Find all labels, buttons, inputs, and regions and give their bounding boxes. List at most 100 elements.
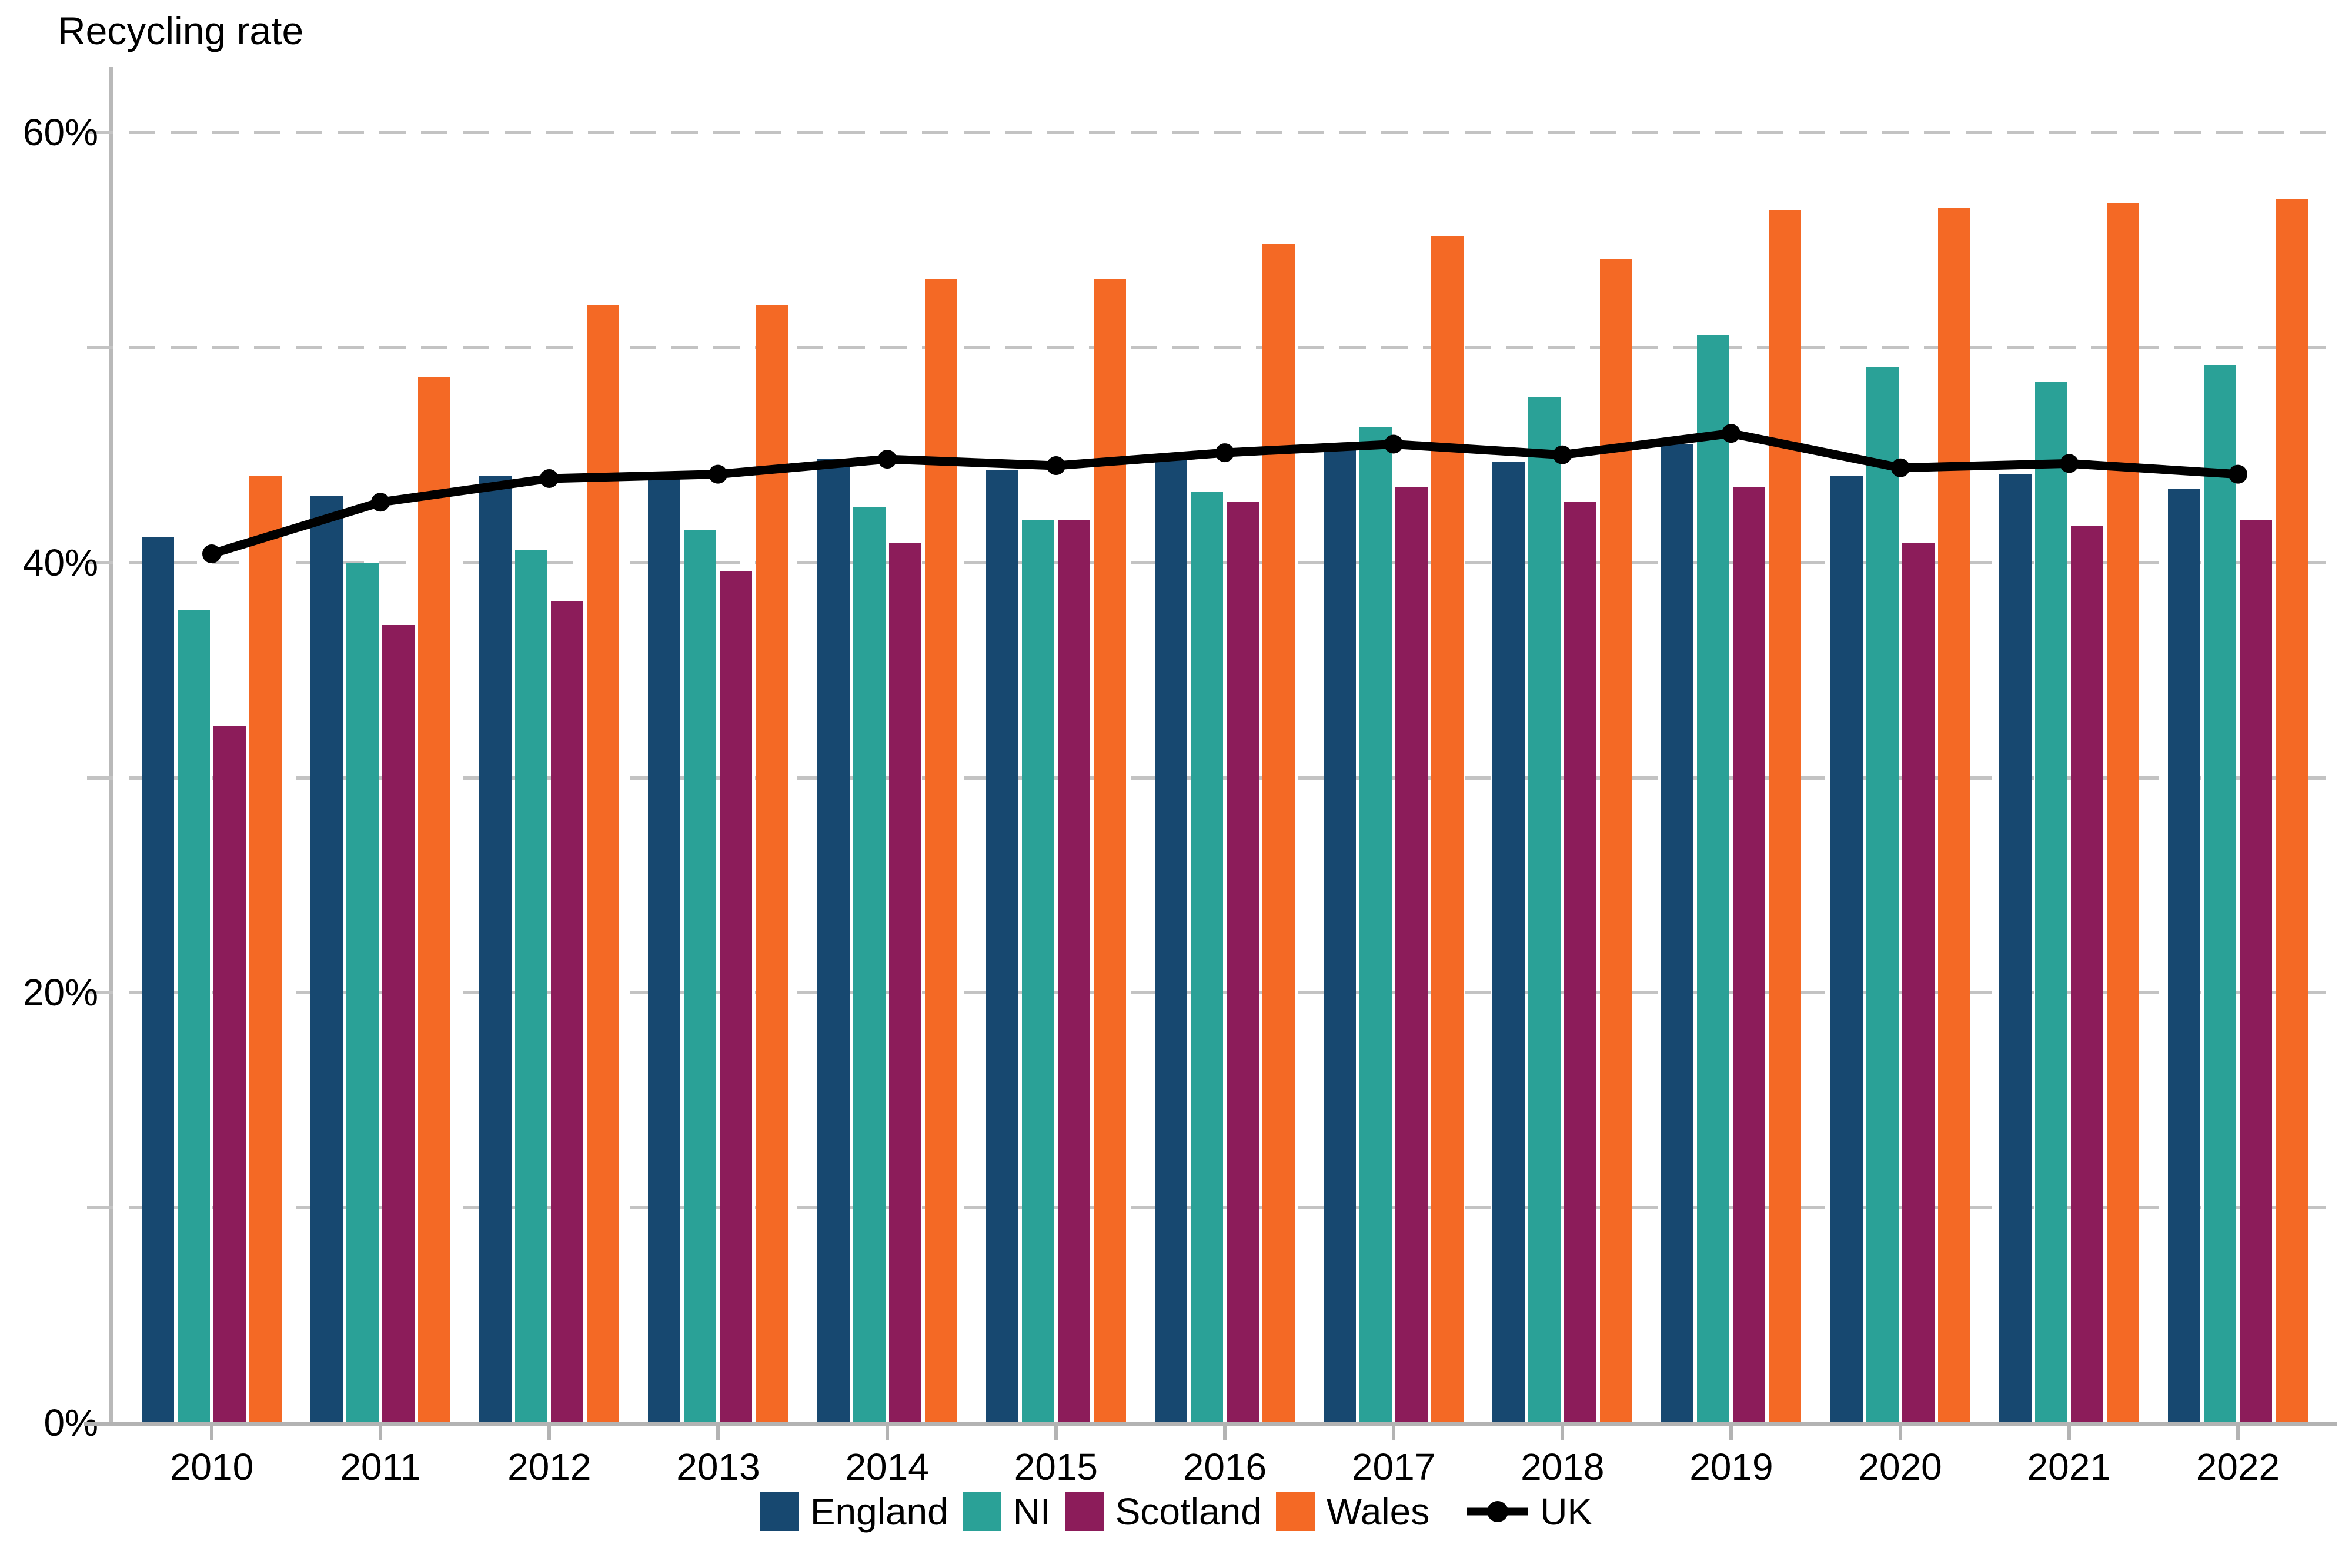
bar-wales-2019 [1769, 209, 1802, 1423]
legend-item-scotland: Scotland [1064, 1490, 1262, 1533]
x-tick-2010 [210, 1423, 213, 1440]
bar-scotland-2013 [720, 571, 753, 1423]
uk-point-2012 [540, 469, 559, 488]
bar-scotland-2021 [2070, 526, 2103, 1423]
bar-scotland-2012 [551, 601, 584, 1423]
uk-point-2016 [1215, 443, 1234, 463]
bar-england-2014 [817, 459, 850, 1423]
bar-scotland-2019 [1733, 487, 1766, 1423]
y-tick-label-60: 60% [22, 111, 98, 153]
gridline-60 [87, 131, 2337, 134]
bar-ni-2014 [853, 506, 886, 1423]
legend-swatch-england [759, 1492, 799, 1531]
year-group-2010: 2010 [142, 88, 282, 1488]
bar-scotland-2020 [1902, 543, 1935, 1423]
x-tick-2022 [2236, 1423, 2240, 1440]
x-label-2012: 2012 [507, 1446, 592, 1488]
bar-england-2017 [1324, 450, 1357, 1423]
x-tick-2021 [2067, 1423, 2071, 1440]
uk-point-2011 [371, 493, 390, 512]
year-group-2014: 2014 [817, 88, 957, 1488]
year-group-2022: 2022 [2167, 88, 2308, 1488]
bar-scotland-2018 [1564, 502, 1597, 1423]
x-label-2017: 2017 [1351, 1446, 1436, 1488]
bar-ni-2013 [684, 530, 717, 1423]
legend-label-ni: NI [1013, 1490, 1051, 1533]
bar-wales-2012 [587, 304, 620, 1423]
x-tick-2017 [1392, 1423, 1396, 1440]
bar-england-2011 [310, 496, 343, 1423]
x-label-2022: 2022 [2196, 1446, 2280, 1488]
x-label-2021: 2021 [2027, 1446, 2111, 1488]
uk-glyph-dot [1487, 1501, 1509, 1522]
bar-scotland-2011 [382, 624, 415, 1423]
uk-point-2014 [878, 450, 897, 469]
x-tick-2020 [1898, 1423, 1902, 1440]
x-tick-2012 [547, 1423, 552, 1440]
bar-england-2012 [479, 476, 512, 1423]
uk-point-2017 [1384, 434, 1403, 454]
bar-wales-2013 [756, 304, 789, 1423]
uk-point-2013 [709, 464, 727, 484]
bar-england-2016 [1154, 457, 1187, 1423]
bar-scotland-2022 [2239, 519, 2272, 1423]
x-tick-2018 [1561, 1423, 1565, 1440]
year-group-2013: 2013 [648, 88, 789, 1488]
bar-scotland-2017 [1395, 487, 1428, 1423]
bar-ni-2011 [346, 562, 379, 1423]
x-tick-2014 [885, 1423, 889, 1440]
y-tick-label-40: 40% [22, 541, 98, 584]
bar-england-2013 [648, 476, 681, 1423]
bar-england-2010 [142, 536, 174, 1423]
legend-label-scotland: Scotland [1115, 1490, 1262, 1533]
x-label-2018: 2018 [1521, 1446, 1605, 1488]
bar-england-2020 [1830, 476, 1863, 1423]
year-group-2011: 2011 [310, 88, 451, 1488]
bar-scotland-2015 [1057, 519, 1090, 1423]
bars-row: 2010 2011 2012 2013 2014 2015 2016 2017 2018 2019… [113, 88, 2337, 1488]
bar-scotland-2016 [1226, 502, 1259, 1423]
year-group-2021: 2021 [1999, 88, 2139, 1488]
bar-ni-2015 [1021, 519, 1054, 1423]
uk-point-2019 [1722, 424, 1740, 443]
bar-ni-2010 [178, 610, 210, 1423]
x-tick-2015 [1054, 1423, 1058, 1440]
bar-wales-2010 [249, 476, 282, 1423]
bar-ni-2019 [1697, 334, 1730, 1423]
x-label-2020: 2020 [1858, 1446, 1942, 1488]
year-group-2019: 2019 [1661, 88, 1802, 1488]
year-group-2017: 2017 [1324, 88, 1464, 1488]
legend-item-wales: Wales [1275, 1490, 1429, 1533]
x-label-2011: 2011 [340, 1446, 421, 1488]
bar-wales-2011 [418, 377, 451, 1423]
year-group-2018: 2018 [1492, 88, 1633, 1488]
uk-point-2018 [1553, 445, 1572, 464]
bar-ni-2012 [515, 549, 548, 1423]
year-group-2016: 2016 [1154, 88, 1295, 1488]
x-label-2010: 2010 [169, 1446, 254, 1488]
legend-label-england: England [810, 1490, 948, 1533]
y-tick-label-20: 20% [22, 971, 98, 1014]
bar-england-2021 [1999, 474, 2032, 1423]
bar-wales-2016 [1262, 244, 1295, 1423]
bar-scotland-2014 [888, 543, 921, 1423]
bar-wales-2015 [1093, 278, 1126, 1423]
legend-swatch-ni [962, 1492, 1001, 1531]
y-axis-line [109, 67, 113, 1423]
bar-ni-2022 [2203, 365, 2236, 1423]
bar-ni-2018 [1528, 396, 1561, 1423]
legend-item-uk: UK [1444, 1490, 1592, 1533]
bar-wales-2021 [2106, 203, 2139, 1423]
uk-point-2021 [2060, 454, 2079, 473]
uk-line-svg [202, 424, 2247, 564]
bar-england-2019 [1661, 444, 1694, 1423]
bar-england-2015 [985, 470, 1018, 1423]
year-group-2015: 2015 [985, 88, 1126, 1488]
bar-ni-2020 [1866, 366, 1899, 1423]
x-tick-2013 [716, 1423, 720, 1440]
x-tick-2019 [1729, 1423, 1733, 1440]
uk-point-2020 [1891, 458, 1910, 477]
x-label-2014: 2014 [845, 1446, 929, 1488]
year-group-2012: 2012 [479, 88, 620, 1488]
x-label-2016: 2016 [1182, 1446, 1267, 1488]
